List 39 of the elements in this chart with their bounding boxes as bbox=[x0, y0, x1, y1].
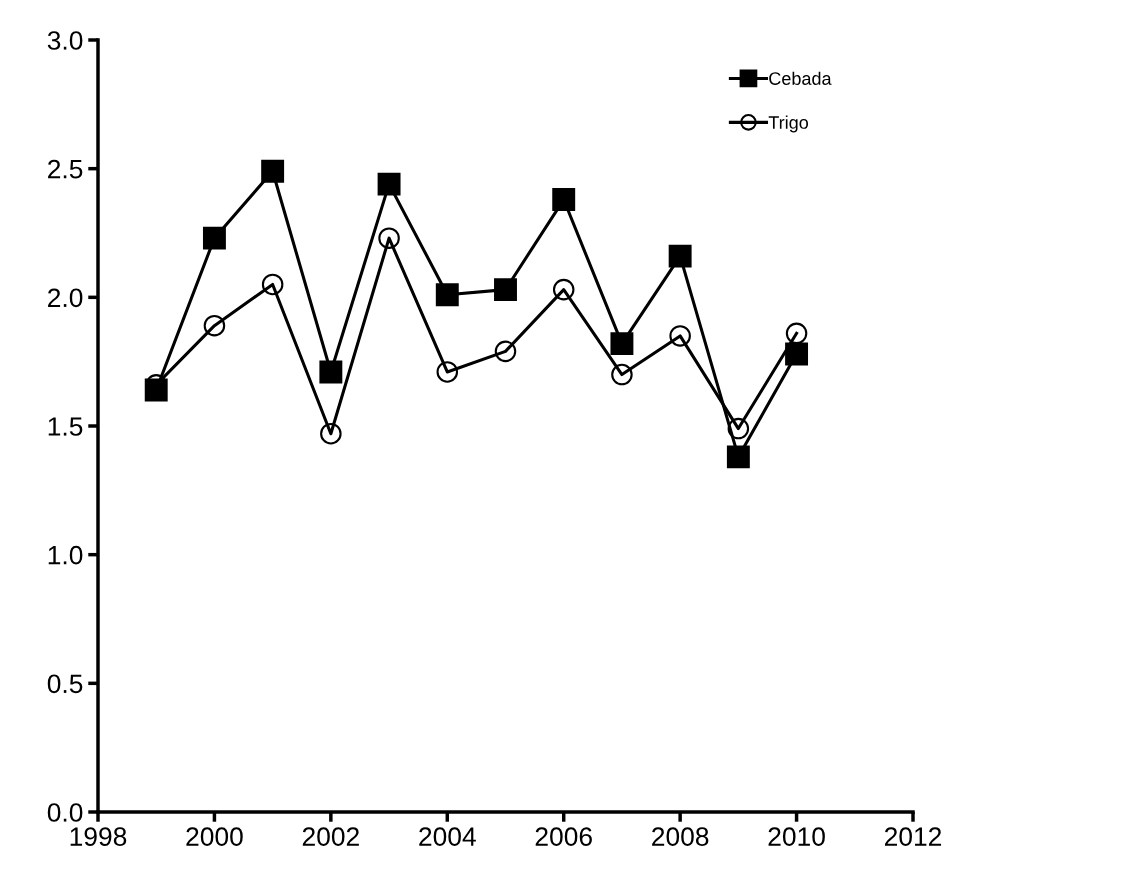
point bbox=[552, 278, 575, 301]
point bbox=[494, 340, 517, 363]
point bbox=[785, 342, 809, 366]
y-tick-label: 1.5 bbox=[48, 417, 83, 436]
point bbox=[377, 172, 401, 196]
x-tick-label: 1998 bbox=[70, 827, 127, 846]
point bbox=[261, 159, 285, 183]
legend-label: Trigo bbox=[768, 115, 809, 133]
point bbox=[494, 278, 517, 302]
x-tick-label: 2008 bbox=[652, 827, 709, 846]
point bbox=[552, 188, 576, 211]
x-tick-label: 2000 bbox=[186, 827, 243, 846]
y-tick-label: 1.0 bbox=[48, 545, 83, 565]
point bbox=[436, 361, 459, 383]
point bbox=[378, 227, 400, 249]
point bbox=[668, 244, 692, 268]
point bbox=[203, 314, 226, 337]
point bbox=[669, 325, 691, 347]
point bbox=[261, 273, 284, 296]
y-tick-label: 2.0 bbox=[48, 288, 83, 308]
point bbox=[320, 422, 342, 445]
point bbox=[202, 226, 226, 250]
point bbox=[785, 322, 808, 345]
y-tick-label: 0.5 bbox=[47, 674, 83, 694]
x-tick-label: 2010 bbox=[768, 827, 825, 846]
x-tick-label: 2012 bbox=[884, 827, 942, 846]
point bbox=[319, 360, 343, 384]
legend-label: Cebada bbox=[769, 71, 832, 85]
x-tick-label: 2004 bbox=[419, 827, 476, 846]
x-tick-label: 2002 bbox=[302, 827, 359, 846]
point bbox=[611, 363, 633, 386]
x-tick-label: 2006 bbox=[535, 827, 592, 846]
y-tick-label: 2.5 bbox=[48, 159, 83, 179]
y-tick-label: 0.0 bbox=[47, 803, 83, 822]
point bbox=[727, 417, 750, 440]
point bbox=[610, 332, 634, 356]
point bbox=[435, 283, 459, 307]
point bbox=[726, 445, 750, 469]
y-tick-label: 3.0 bbox=[47, 31, 83, 50]
